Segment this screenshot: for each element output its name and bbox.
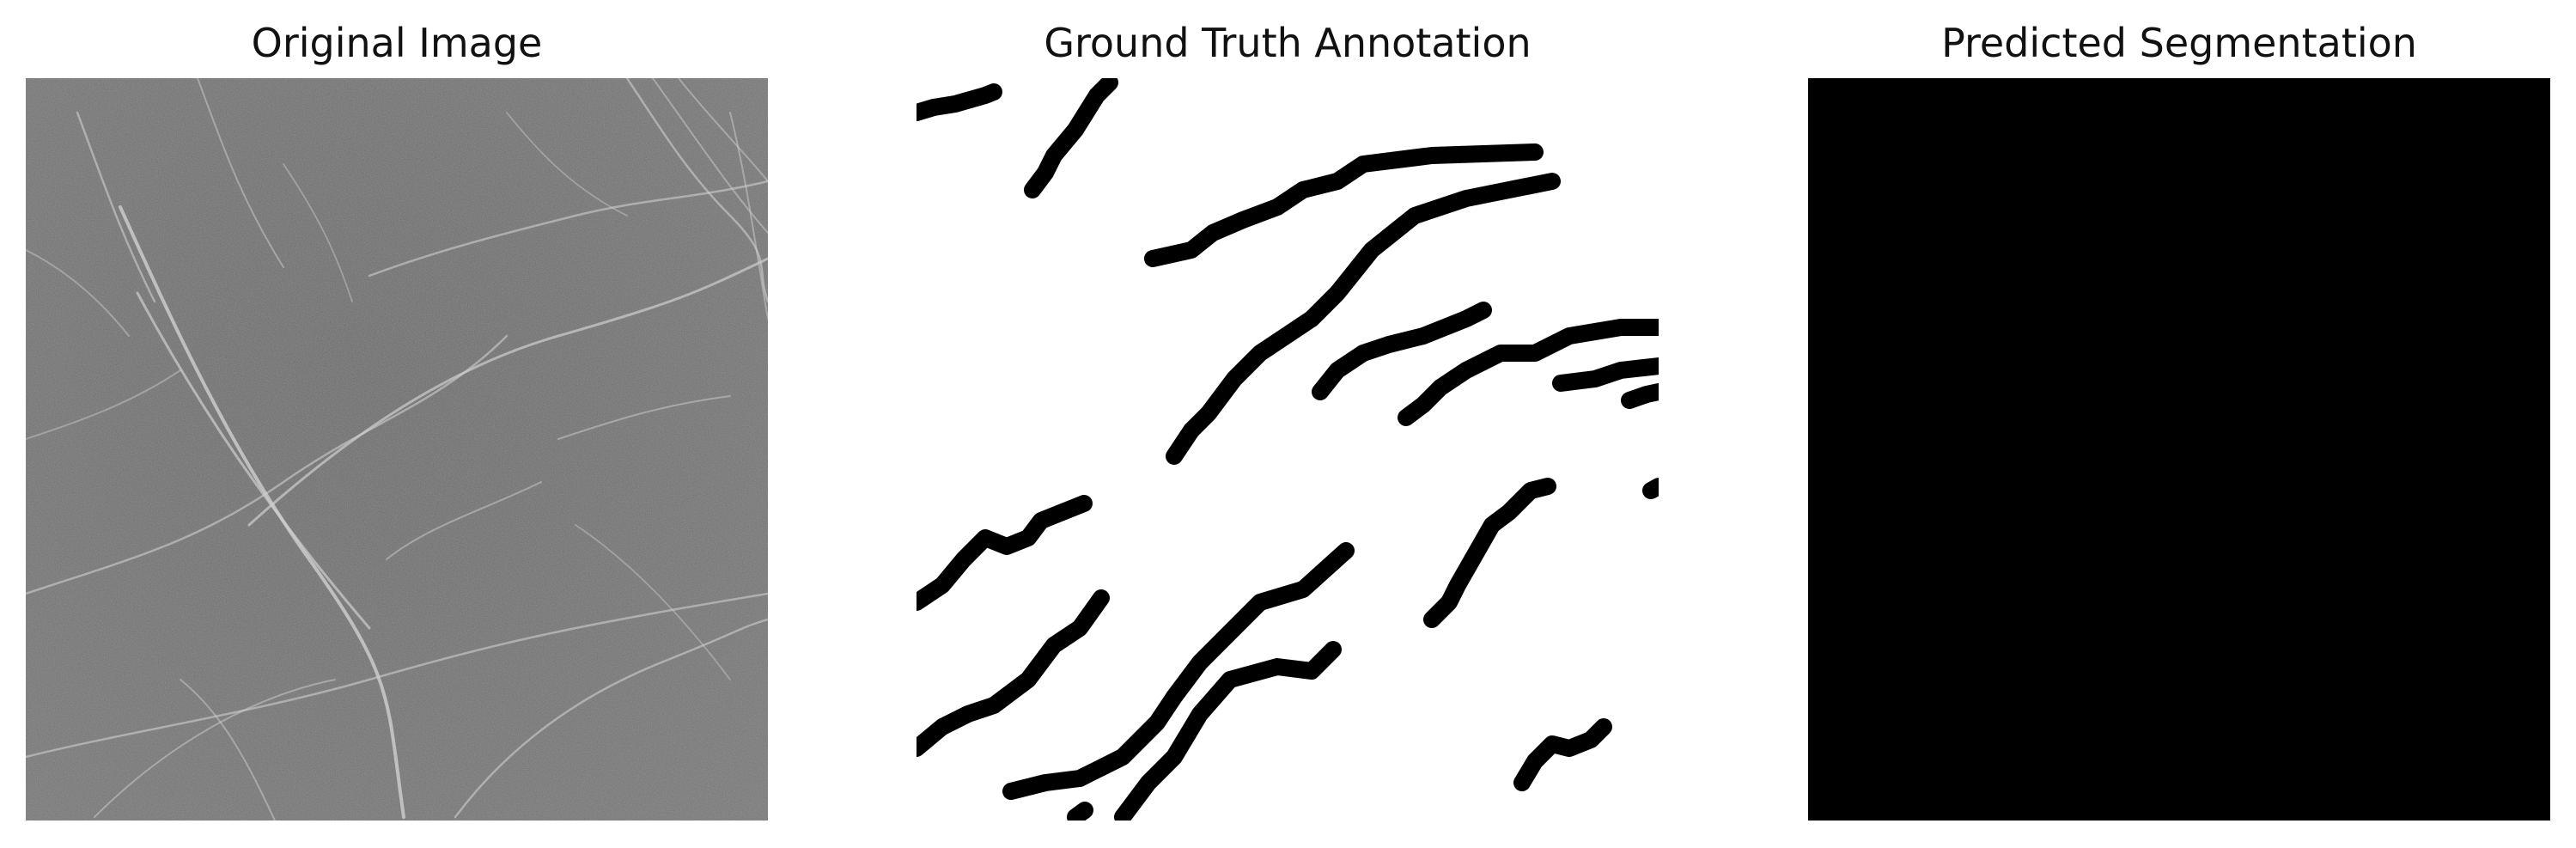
panel-title-ground-truth: Ground Truth Annotation	[1044, 20, 1532, 66]
crack-lines	[26, 78, 768, 821]
predicted-segmentation-mask	[1808, 78, 2550, 821]
panel-ground-truth: Ground Truth Annotation	[917, 0, 1659, 848]
texture-grain	[26, 78, 768, 821]
panel-title-original: Original Image	[251, 20, 543, 66]
prediction-fill	[1808, 78, 2550, 821]
panel-title-prediction: Predicted Segmentation	[1941, 20, 2417, 66]
ground-truth-mask	[917, 78, 1659, 821]
original-image	[26, 78, 768, 821]
annotated-cracks	[917, 78, 1659, 821]
panel-original-image: Original Image	[26, 0, 768, 848]
panel-predicted-segmentation: Predicted Segmentation	[1808, 0, 2550, 848]
